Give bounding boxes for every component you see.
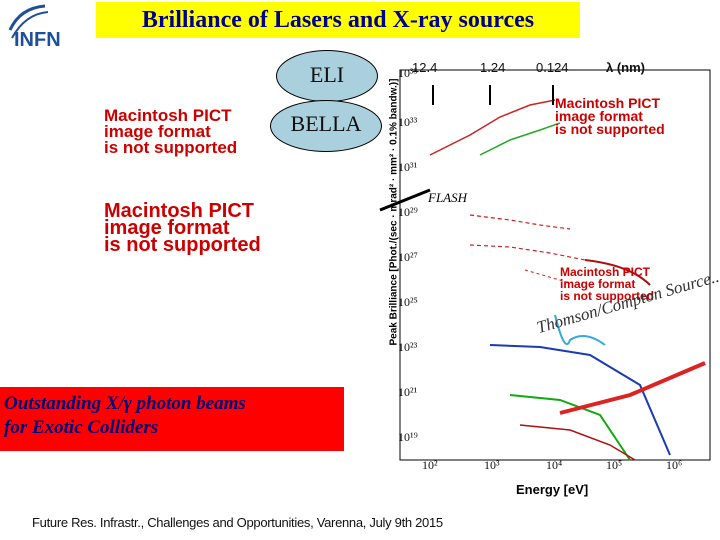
wavelength-label: 1.24 [480,60,506,75]
tesla-spont [584,259,651,286]
petra-curve [519,424,636,461]
pict-line: image format [104,122,211,141]
eli-bubble: ELI [276,50,378,102]
lcls-curve [479,122,561,156]
pict-line: is not supported [560,289,654,303]
y-tick: 10³⁵ [398,66,418,80]
thomson-line [559,361,706,415]
dash-curve [524,269,571,284]
pict-line: is not supported [104,234,261,256]
bella-bubble: BELLA [270,100,382,152]
als-curve [509,394,631,461]
y-tick: 10³³ [398,115,418,129]
y-tick: 10²¹ [398,385,418,399]
pict-line: image format [555,108,643,124]
wavelength-label: 12.4 [412,60,438,75]
esrf-curve [489,344,671,456]
y-tick: 10³¹ [398,160,418,174]
wiggler-curve [554,314,606,346]
y-tick: 10²⁷ [398,250,418,264]
plot-frame [399,69,711,461]
wavelength-label: 0.124 [536,60,569,75]
pict-line: is not supported [104,138,238,157]
y-axis-label: Peak Brilliance [Phot./(sec · mrad² · mm… [388,78,400,346]
footer-citation: Future Res. Infrastr., Challenges and Op… [32,515,443,530]
spont-spectrum-2 [469,244,586,261]
highlight-line-2: for Exotic Colliders [4,417,159,438]
x-axis-label: Energy [eV] [516,482,589,497]
y-tick: 10²³ [398,340,418,354]
pict-placeholder-1: Macintosh PICT image format is not suppo… [104,106,274,157]
brilliance-plot [379,69,711,461]
pict-line: image format [104,217,230,239]
y-tick: 10²⁵ [398,295,418,309]
pict-line: Macintosh PICT [104,200,255,222]
pict-placeholder-4: Macintosh PICT image format is not suppo… [560,266,720,302]
pict-line: image format [560,277,636,291]
highlight-text: Outstanding X/γ photon beams for Exotic … [4,392,246,440]
x-tick: 10⁶ [666,458,683,472]
x-tick: 10³ [484,458,500,472]
tesla-curve [429,99,556,156]
highlight-line-1: Outstanding X/γ photon beams [4,393,246,414]
infn-logo: INFN [0,0,90,70]
wavelength-unit: λ (nm) [606,60,645,75]
x-tick: 10⁵ [606,458,623,472]
pict-line: is not supported [555,121,665,137]
svg-text:INFN: INFN [14,29,61,51]
pict-placeholder-2: Macintosh PICT image format is not suppo… [104,200,324,256]
pict-line: Macintosh PICT [104,106,232,125]
slide-title: Brilliance of Lasers and X-ray sources [96,2,580,38]
flash-pointer [379,188,431,212]
pict-line: Macintosh PICT [555,95,661,111]
spont-spectrum-1 [469,214,571,230]
pict-line: Macintosh PICT [560,265,651,279]
y-tick: 10¹⁹ [398,430,418,444]
flash-label: FLASH [428,190,467,205]
x-tick: 10⁴ [546,458,563,472]
pict-placeholder-3: Macintosh PICT image format is not suppo… [555,95,705,137]
y-tick: 10²⁹ [398,205,418,219]
highlight-box [0,387,344,451]
x-tick: 10² [422,458,438,472]
